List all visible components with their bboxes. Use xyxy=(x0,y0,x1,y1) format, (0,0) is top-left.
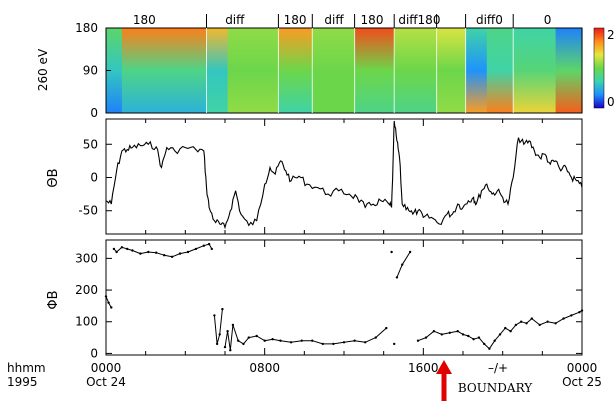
heatmap-cells xyxy=(106,28,583,113)
colorbar-min-label: 0 xyxy=(607,95,614,109)
heatmap-top-label: 180 xyxy=(361,13,384,27)
heatmap-cell xyxy=(394,28,438,113)
heatmap-cell xyxy=(278,28,313,113)
theta-y-label: ΘB xyxy=(46,168,61,187)
heatmap-boundary-lines xyxy=(206,14,514,113)
theta-y-tick-label: 0 xyxy=(90,170,98,184)
theta-y-tick-label: -50 xyxy=(78,204,98,218)
phi-y-tick-label: 0 xyxy=(90,346,98,360)
colorbar: 20 xyxy=(593,27,614,109)
theta-y-ticks: -50 0 50 xyxy=(78,119,583,234)
heatmap-top-label: diff180 xyxy=(398,13,440,27)
heatmap-top-label: 180 xyxy=(133,13,156,27)
phi-y-ticks: 0 100 200 300 xyxy=(75,240,583,360)
phi-y-label: ΦB xyxy=(46,290,61,309)
axis-row2-label: 1995 xyxy=(7,375,38,389)
phi-y-tick-label: 200 xyxy=(75,283,98,297)
phi-series-points xyxy=(104,242,584,352)
heatmap-y-ticks: 0 90 180 xyxy=(75,21,111,120)
x-tick-label: 0800 xyxy=(249,361,280,375)
heatmap-cell xyxy=(312,28,356,113)
heatmap-cell xyxy=(555,28,583,113)
heatmap-cell xyxy=(206,28,229,113)
heatmap-y-tick-label: 180 xyxy=(75,21,98,35)
annotations: –/+ BOUNDARY xyxy=(436,360,533,401)
phi-y-tick-label: 300 xyxy=(75,251,98,265)
heatmap-cell xyxy=(486,28,514,113)
heatmap-y-tick-label: 0 xyxy=(90,106,98,120)
phi-point xyxy=(393,342,396,346)
theta-frame xyxy=(105,118,583,235)
heatmap-cell xyxy=(121,28,208,113)
heatmap-cell xyxy=(106,28,123,113)
heatmap-y-tick-label: 90 xyxy=(83,64,98,78)
boundary-arrow-shaft xyxy=(441,372,447,401)
heatmap-top-label: diff xyxy=(225,13,245,27)
heatmap-top-label: 0 xyxy=(544,13,552,27)
phi-point xyxy=(221,307,224,311)
heatmap-top-labels: 180 diff 180 diff 180 diff180 diff0 0 xyxy=(133,13,552,27)
heatmap-cell xyxy=(354,28,395,113)
heatmap-cell xyxy=(227,28,279,113)
heatmap-cell xyxy=(436,28,467,113)
phi-point xyxy=(213,314,216,317)
heatmap-top-label: diff xyxy=(324,13,344,27)
phi-panel: 0 100 200 300 ΦB xyxy=(46,239,584,360)
sign-change-label: –/+ xyxy=(488,361,508,375)
x-tick-date: Oct 24 xyxy=(86,375,126,389)
boundary-arrow-head xyxy=(436,360,452,374)
theta-panel: -50 0 50 ΘB xyxy=(46,118,583,235)
boundary-arrow xyxy=(436,360,452,401)
phi-series-trace xyxy=(105,243,583,351)
phi-y-tick-label: 100 xyxy=(75,315,98,329)
theta-y-tick-label: 50 xyxy=(83,137,98,151)
heatmap-top-label: diff0 xyxy=(476,13,503,27)
colorbar-max-label: 2 xyxy=(607,28,614,42)
x-tick-label: 0000 xyxy=(91,361,122,375)
phi-y-label-main: ΦB xyxy=(46,290,61,309)
heatmap-cell xyxy=(465,28,488,113)
boundary-label: BOUNDARY xyxy=(458,381,533,395)
phi-frame xyxy=(105,239,583,356)
x-tick-date: Oct 25 xyxy=(562,375,602,389)
x-tick-label: 0000 xyxy=(567,361,598,375)
x-tick-label: 1600 xyxy=(408,361,439,375)
phi-point xyxy=(390,250,393,254)
heatmap-y-label: 260 eV xyxy=(36,48,50,91)
axis-row1-label: hhmm xyxy=(7,361,46,375)
heatmap-cell xyxy=(513,28,557,113)
colorbar-strip xyxy=(593,27,605,109)
theta-series-line xyxy=(105,120,583,230)
heatmap-top-label: 180 xyxy=(284,13,307,27)
theta-y-label-main: ΘB xyxy=(46,168,61,187)
